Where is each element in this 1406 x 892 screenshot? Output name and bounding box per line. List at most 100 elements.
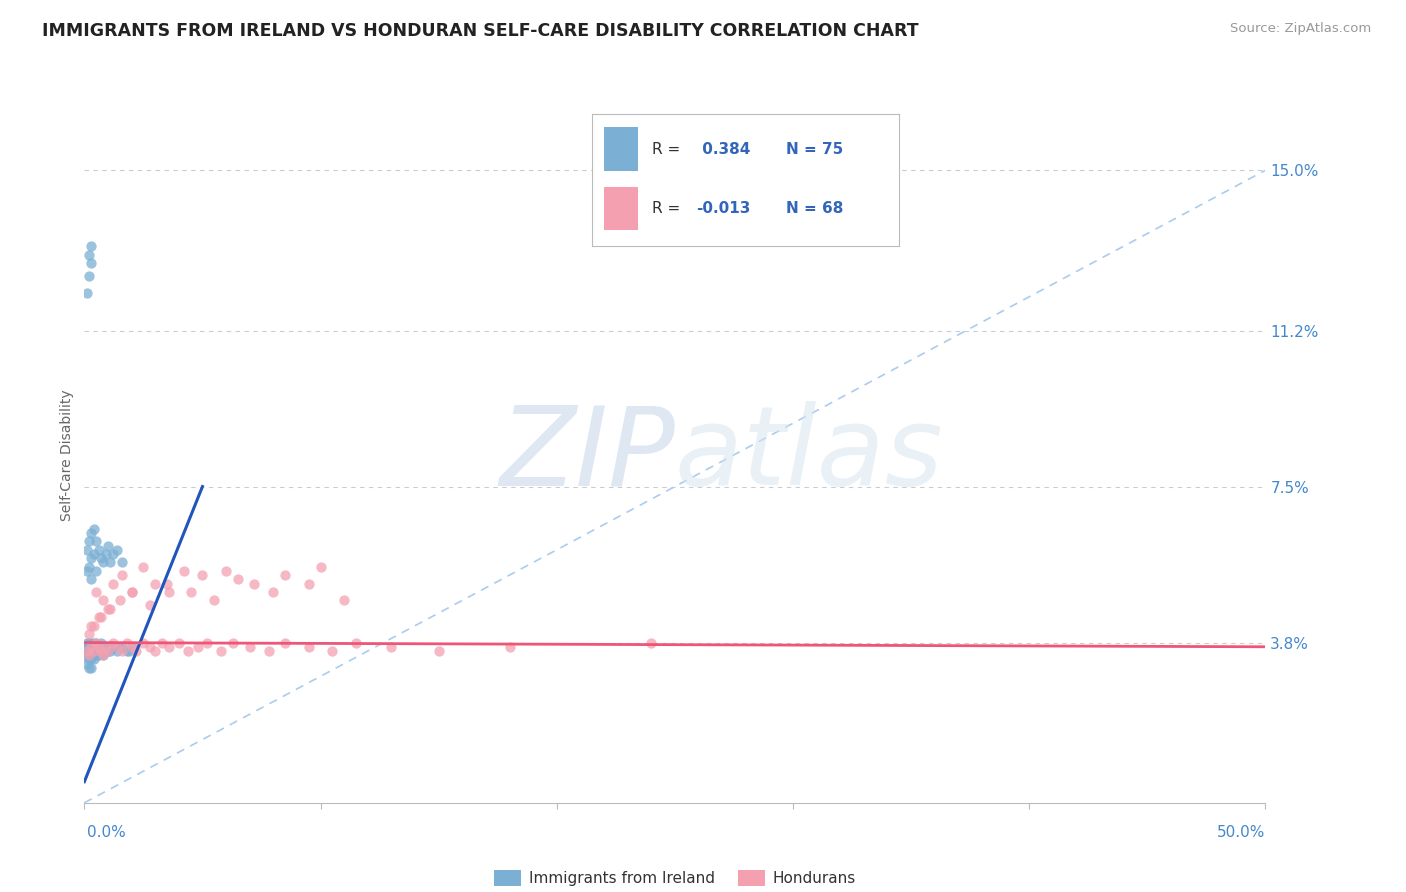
Point (80, 644, 103, 658)
Point (77, 644, 100, 658)
Point (118, 644, 141, 658)
Text: atlas: atlas (675, 401, 943, 508)
Point (156, 576, 179, 591)
Point (84, 585, 107, 599)
Point (344, 635, 367, 649)
Point (195, 635, 218, 649)
Point (132, 559, 155, 574)
Point (121, 640, 143, 654)
Point (80, 618, 103, 632)
Point (84, 534, 107, 549)
Point (84, 564, 107, 578)
Point (139, 640, 162, 654)
Point (90, 635, 112, 649)
Point (243, 576, 266, 591)
Point (101, 640, 124, 654)
Point (101, 547, 124, 561)
Point (80, 640, 103, 654)
Legend: Immigrants from Ireland, Hondurans: Immigrants from Ireland, Hondurans (488, 864, 862, 892)
Point (87, 640, 110, 654)
Point (91, 648, 114, 663)
Point (91, 593, 114, 607)
Point (97, 539, 120, 553)
Point (90, 551, 112, 566)
Point (83, 648, 105, 663)
Text: N = 68: N = 68 (786, 201, 844, 216)
Point (111, 568, 134, 582)
Point (87, 644, 110, 658)
Point (83, 547, 105, 561)
Point (83, 618, 105, 632)
Point (84, 635, 107, 649)
Point (76, 285, 98, 300)
Point (321, 644, 343, 658)
FancyBboxPatch shape (605, 186, 638, 230)
Point (191, 568, 214, 582)
Text: 50.0%: 50.0% (1218, 825, 1265, 840)
Point (76, 648, 98, 663)
Point (76, 564, 98, 578)
Point (121, 585, 143, 599)
Point (77, 648, 100, 663)
Point (98, 556, 121, 570)
Point (77, 648, 100, 663)
Point (94, 640, 117, 654)
Point (80, 648, 103, 663)
Point (121, 585, 143, 599)
Point (94, 640, 117, 654)
Point (202, 593, 225, 607)
Point (91, 640, 114, 654)
Point (87, 542, 110, 557)
Text: ZIP: ZIP (499, 401, 675, 508)
Point (143, 576, 166, 591)
Point (83, 522, 105, 536)
Point (209, 644, 232, 658)
Point (111, 640, 134, 654)
Point (94, 644, 117, 658)
Point (274, 635, 297, 649)
Text: R =: R = (652, 201, 685, 216)
Point (76, 640, 98, 654)
Point (101, 635, 124, 649)
Point (83, 652, 105, 666)
Point (143, 644, 166, 658)
Point (107, 640, 129, 654)
Point (76, 542, 98, 557)
Text: -0.013: -0.013 (696, 201, 751, 216)
Point (104, 640, 127, 654)
Point (107, 644, 129, 658)
Point (94, 547, 117, 561)
Point (115, 635, 138, 649)
Point (309, 559, 332, 574)
Point (97, 644, 120, 658)
Point (90, 644, 112, 658)
Point (157, 640, 180, 654)
Point (80, 661, 103, 675)
Point (80, 652, 103, 666)
Point (83, 640, 105, 654)
Point (121, 640, 143, 654)
Point (167, 635, 190, 649)
Point (640, 635, 662, 649)
Point (77, 644, 100, 658)
Point (111, 556, 134, 570)
Point (90, 640, 112, 654)
Point (77, 627, 100, 641)
Text: Source: ZipAtlas.com: Source: ZipAtlas.com (1230, 22, 1371, 36)
Point (76, 644, 98, 658)
Point (173, 564, 195, 578)
Point (87, 610, 110, 624)
Point (98, 640, 121, 654)
Point (132, 635, 155, 649)
Point (83, 644, 105, 658)
Point (76, 644, 98, 658)
Point (77, 559, 100, 574)
Point (274, 568, 297, 582)
Point (90, 644, 112, 658)
Point (91, 644, 114, 658)
Point (80, 525, 103, 540)
Point (239, 640, 262, 654)
Point (298, 576, 321, 591)
Point (76, 657, 98, 671)
Point (83, 644, 105, 658)
